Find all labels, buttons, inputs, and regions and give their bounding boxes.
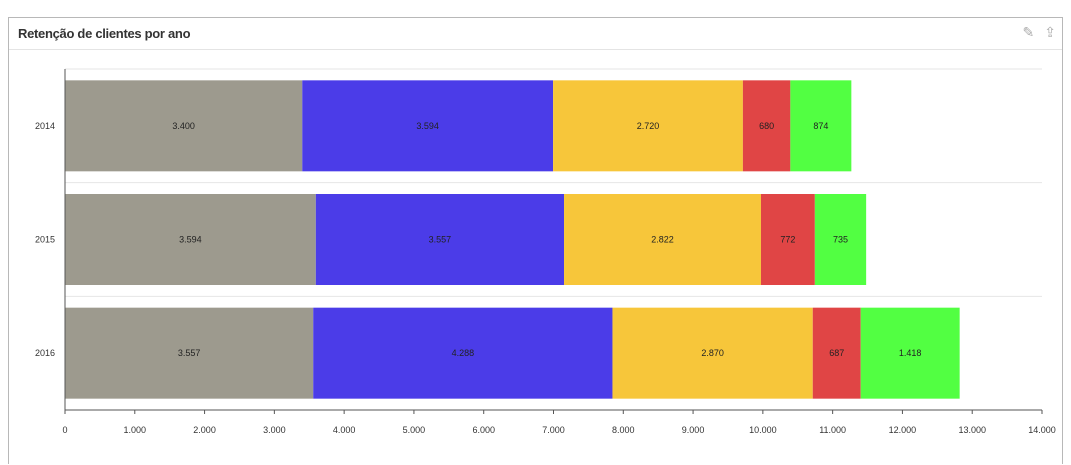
data-label: 735 — [833, 235, 848, 245]
data-label: 3.594 — [416, 121, 439, 131]
bar-segment — [65, 80, 303, 172]
data-label: 2.822 — [651, 235, 674, 245]
bar-segment — [760, 194, 815, 285]
y-tick-label: 2014 — [35, 121, 55, 131]
bar-segment — [790, 80, 852, 172]
bar-segment — [812, 307, 861, 399]
x-tick-label: 10.000 — [749, 425, 777, 435]
bar-segment — [814, 194, 867, 285]
panel-title: Retenção de clientes por ano — [18, 26, 191, 41]
x-tick-label: 0 — [62, 425, 67, 435]
bar-segment — [564, 194, 761, 285]
pencil-icon[interactable]: ✎ — [1022, 24, 1035, 40]
bar-segment — [65, 307, 314, 399]
bar-segment — [612, 307, 813, 399]
data-label: 1.418 — [899, 348, 922, 358]
panel-header: Retenção de clientes por ano ✎ ⇪ — [9, 18, 1062, 50]
x-tick-label: 8.000 — [612, 425, 635, 435]
bar-segment — [553, 80, 743, 172]
x-tick-label: 1.000 — [124, 425, 147, 435]
x-tick-label: 2.000 — [193, 425, 216, 435]
data-label: 3.557 — [429, 235, 452, 245]
data-label: 3.594 — [179, 235, 202, 245]
data-label: 2.870 — [701, 348, 724, 358]
bar-segment — [315, 194, 565, 285]
x-tick-label: 13.000 — [958, 425, 986, 435]
data-label: 874 — [813, 121, 828, 131]
bar-segment — [302, 80, 554, 172]
data-label: 3.557 — [178, 348, 201, 358]
x-tick-label: 4.000 — [333, 425, 356, 435]
x-tick-label: 6.000 — [472, 425, 495, 435]
data-label: 2.720 — [637, 121, 660, 131]
x-tick-label: 9.000 — [682, 425, 705, 435]
data-label: 687 — [829, 348, 844, 358]
y-tick-label: 2016 — [35, 348, 55, 358]
data-label: 772 — [780, 235, 795, 245]
bar-segment — [742, 80, 791, 172]
bar-segment — [313, 307, 613, 399]
data-label: 3.400 — [172, 121, 195, 131]
bar-segment — [860, 307, 960, 399]
x-tick-label: 7.000 — [542, 425, 565, 435]
bar-segment — [65, 194, 316, 285]
x-tick-label: 14.000 — [1028, 425, 1056, 435]
x-tick-label: 11.000 — [819, 425, 846, 435]
y-tick-label: 2015 — [35, 235, 55, 245]
x-tick-label: 5.000 — [403, 425, 426, 435]
x-tick-label: 3.000 — [263, 425, 286, 435]
data-label: 4.288 — [452, 348, 475, 358]
upload-icon[interactable]: ⇪ — [1044, 24, 1056, 40]
data-label: 680 — [759, 121, 774, 131]
x-tick-label: 12.000 — [889, 425, 917, 435]
